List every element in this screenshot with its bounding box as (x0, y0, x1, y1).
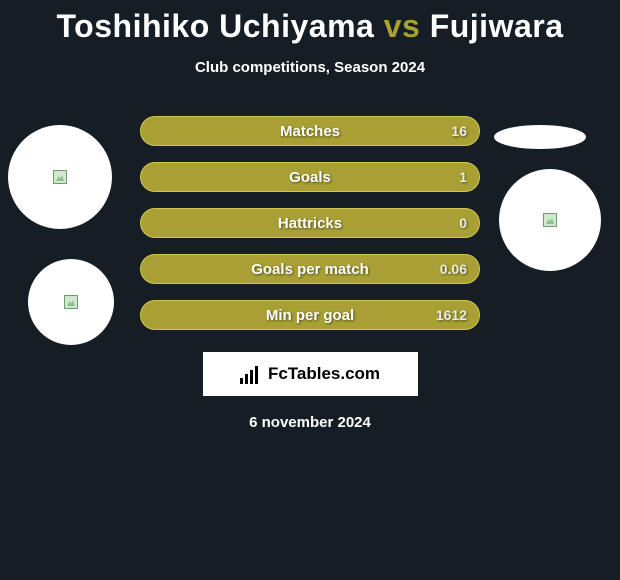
stat-value: 1612 (436, 307, 467, 323)
title-left: Toshihiko Uchiyama (57, 8, 375, 44)
player-photo-3 (494, 125, 586, 149)
stat-label: Min per goal (266, 307, 354, 324)
subtitle: Club competitions, Season 2024 (0, 59, 620, 76)
date-text: 6 november 2024 (0, 414, 620, 431)
player-photo-1 (8, 125, 112, 229)
stat-row-goals: Goals 1 (140, 162, 480, 192)
brand-banner: FcTables.com (203, 352, 418, 396)
title-right: Fujiwara (430, 8, 564, 44)
stat-label: Matches (280, 123, 340, 140)
stat-row-goals-per-match: Goals per match 0.06 (140, 254, 480, 284)
stat-row-hattricks: Hattricks 0 (140, 208, 480, 238)
broken-image-icon (53, 170, 67, 184)
stat-row-matches: Matches 16 (140, 116, 480, 146)
stat-label: Hattricks (278, 215, 342, 232)
stat-value: 0 (459, 215, 467, 231)
stat-row-min-per-goal: Min per goal 1612 (140, 300, 480, 330)
player-photo-4 (499, 169, 601, 271)
broken-image-icon (64, 295, 78, 309)
broken-image-icon (543, 213, 557, 227)
player-photo-2 (28, 259, 114, 345)
stat-value: 1 (459, 169, 467, 185)
stat-value: 0.06 (440, 261, 467, 277)
brand-text: FcTables.com (268, 364, 380, 384)
page-title: Toshihiko Uchiyama vs Fujiwara (0, 0, 620, 45)
stat-label: Goals (289, 169, 331, 186)
stat-value: 16 (451, 123, 467, 139)
stats-container: Matches 16 Goals 1 Hattricks 0 Goals per… (140, 116, 480, 330)
stat-label: Goals per match (251, 261, 369, 278)
title-vs: vs (384, 8, 421, 44)
brand-chart-icon (240, 364, 262, 384)
